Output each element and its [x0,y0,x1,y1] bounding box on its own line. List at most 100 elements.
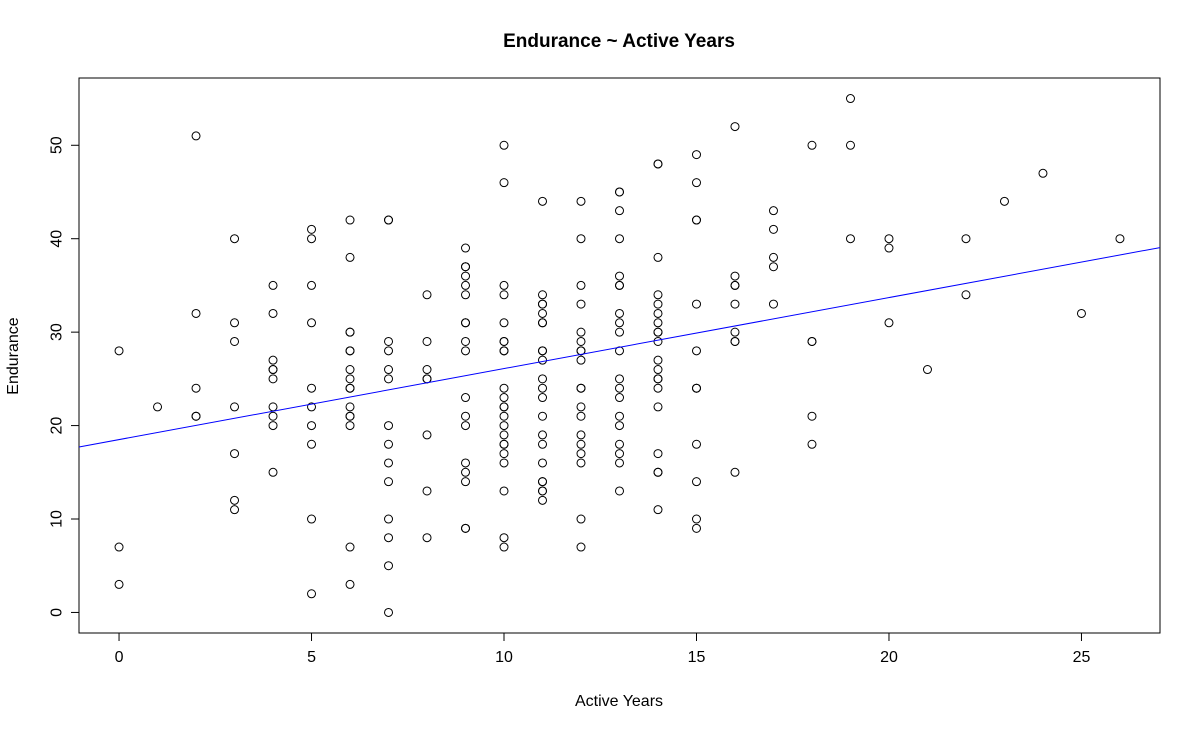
data-point [845,140,855,150]
data-point [499,421,509,431]
x-axis: 0 5 10 15 20 25 [115,633,1091,666]
data-point [615,327,624,337]
data-point [307,383,317,393]
data-point [461,243,471,253]
data-point [345,215,355,225]
data-point [691,477,701,487]
data-point [538,458,548,468]
data-point [884,243,894,253]
data-point [384,514,394,524]
data-point [538,495,548,505]
data-point [307,589,317,599]
x-tick-label: 25 [1073,649,1091,666]
data-point [307,514,317,524]
data-point [538,299,548,309]
data-point [345,421,355,431]
data-point [615,458,624,468]
data-point [538,430,548,440]
y-axis-label: Endurance [5,317,22,394]
data-point [499,430,509,440]
data-point [576,383,586,393]
data-point [1115,234,1125,244]
data-point [345,411,355,421]
data-point [538,411,548,421]
data-point [615,206,624,216]
data-point [499,383,509,393]
y-tick-label: 50 [49,136,66,154]
data-point [268,365,278,375]
data-point [268,308,278,318]
data-point [538,355,548,365]
data-point [538,477,548,487]
data-point [230,402,240,412]
data-point [615,393,624,403]
data-points [114,94,1125,617]
data-point [999,196,1009,206]
data-point [268,374,278,384]
data-point [499,458,509,468]
data-point [691,299,701,309]
data-point [422,365,432,375]
data-point [691,150,701,160]
data-point [114,542,124,552]
data-point [653,327,663,337]
data-point [691,346,701,356]
data-point [499,439,509,449]
data-point [653,374,663,384]
data-point [576,449,586,459]
data-point [653,355,663,365]
data-point [230,449,240,459]
data-point [499,533,509,543]
data-point [615,449,624,459]
data-point [307,224,317,234]
data-point [653,505,663,515]
x-tick-label: 5 [307,649,316,666]
data-point [461,271,471,281]
data-point [961,234,971,244]
data-point [114,579,124,589]
data-point [384,421,394,431]
data-point [576,439,586,449]
plot-frame [78,77,1161,634]
y-axis: 0 10 20 30 40 50 [49,136,79,617]
data-point [345,252,355,262]
data-point [884,234,894,244]
data-point [653,449,663,459]
data-point [384,561,394,571]
data-point [307,421,317,431]
data-point [345,365,355,375]
data-point [461,318,471,328]
data-point [576,402,586,412]
data-point [691,439,701,449]
data-point [461,393,471,403]
data-point [384,607,394,617]
data-point [461,290,471,300]
data-point [576,411,586,421]
data-point [653,318,663,328]
data-point [845,234,855,244]
data-point [653,383,663,393]
data-point [384,458,394,468]
data-point [499,290,509,300]
data-point [345,402,355,412]
data-point [345,327,355,337]
data-point [768,299,778,309]
data-point [422,533,432,543]
data-point [807,439,817,449]
data-point [268,280,278,290]
data-point [576,196,586,206]
x-tick-label: 10 [495,649,513,666]
data-point [422,486,432,496]
data-point [268,421,278,431]
data-point [461,411,471,421]
data-point [615,439,624,449]
data-point [538,196,548,206]
data-point [538,486,548,496]
data-point [691,178,701,188]
data-point [230,234,240,244]
data-point [191,308,201,318]
data-point [345,383,355,393]
data-point [576,234,586,244]
data-point [384,336,394,346]
